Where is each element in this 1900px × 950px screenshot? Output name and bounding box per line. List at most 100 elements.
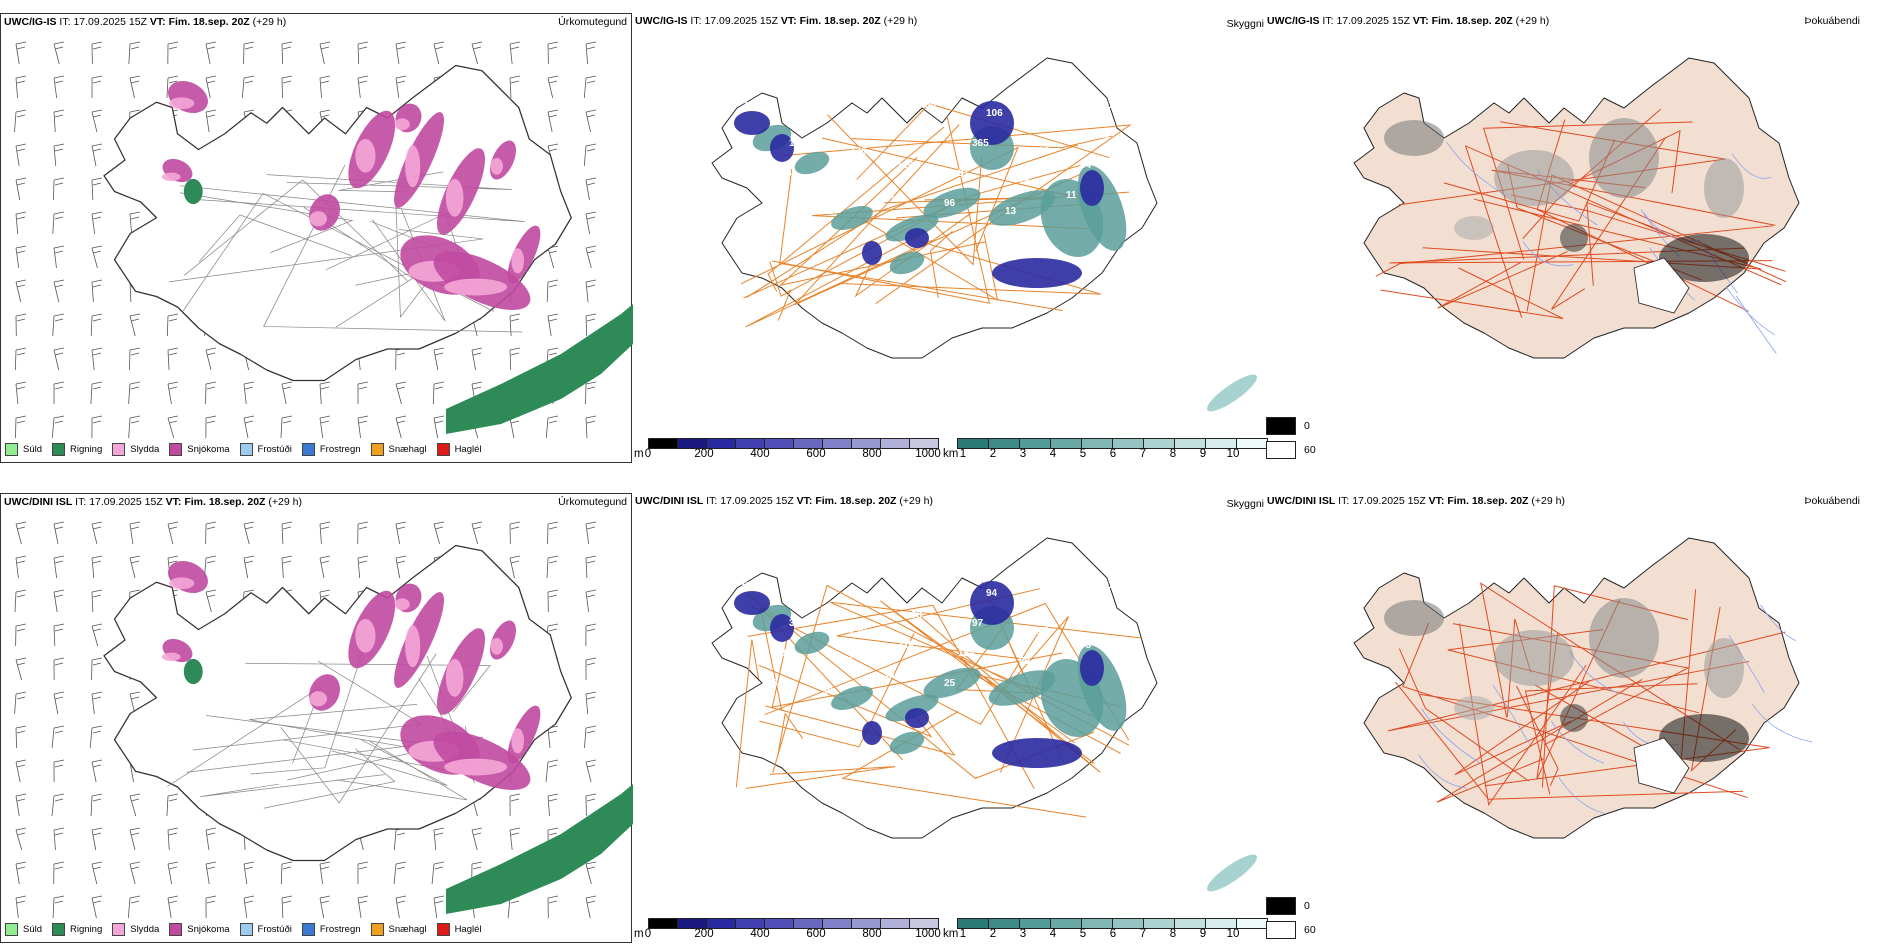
visibility-label: 110 [789, 138, 806, 149]
panel-title: Þokuábendi [1804, 495, 1860, 507]
visibility-label: 62 [822, 206, 834, 217]
color-bar [648, 438, 939, 449]
precip-map-top [14, 41, 633, 439]
panel-title: Úrkomutegund [558, 496, 627, 508]
panel-title: Skyggni [1226, 498, 1264, 510]
cloud-panel-top: UWC/IG-IS IT: 17.09.2025 15Z VT: Fim. 18… [632, 13, 1264, 463]
cloud-map-top: 76 253 12 80 106 94 118 110 136 158 365 210 132 148 12… [711, 57, 1257, 412]
scale-tick: 2 [989, 928, 997, 940]
color-bar-segment [1205, 918, 1236, 929]
legend-label: Frostregn [319, 924, 361, 935]
visibility-label: 90 [1047, 596, 1059, 607]
visibility-label: 11 [1066, 190, 1077, 201]
color-bar-segment [851, 438, 880, 449]
visibility-label: 118 [1108, 580, 1125, 591]
precip-panel-top: UWC/IG-IS IT: 17.09.2025 15Z VT: Fim. 18… [0, 13, 633, 463]
legend-swatch [5, 443, 18, 456]
ceiling-scale-top: m 0 200 400 600 800 1000 [634, 438, 941, 460]
legend-item: Súld [5, 923, 42, 936]
legend-swatch [370, 443, 384, 456]
color-bar-segment [764, 438, 793, 449]
color-bar-segment [735, 918, 764, 929]
fog-map-bottom [1353, 537, 1813, 839]
color-bar-segment [988, 438, 1019, 449]
visibility-label: 120 [864, 596, 881, 607]
visibility-label: 169 [1033, 626, 1050, 637]
visibility-label: 81 [958, 168, 970, 179]
scale-tick: 10 [1226, 928, 1240, 940]
legend-label: Snjókoma [187, 444, 230, 455]
visibility-label: 148 [775, 168, 792, 179]
color-bar-segment [648, 438, 677, 449]
legend-label: Haglél [454, 444, 482, 455]
visibility-label: 118 [1108, 100, 1125, 111]
color-bar-segment [1174, 918, 1205, 929]
visibility-label: 13 [747, 228, 759, 239]
color-bar-segment [909, 438, 939, 449]
cloud-map-bottom: 69 80 120 51 94 90 118 361 259 98 97 169 138 335 222 22… [711, 537, 1257, 892]
scale-unit: m [634, 928, 644, 940]
visibility-label: 136 [850, 146, 867, 157]
color-bar-segment [793, 438, 822, 449]
visibility-label: 94 [986, 588, 998, 599]
scale-tick: 0 [644, 448, 652, 460]
legend-item: Snæhagl [370, 443, 427, 456]
panel-header: UWC/IG-IS IT: 17.09.2025 15Z VT: Fim. 18… [635, 15, 918, 27]
legend-swatch [112, 923, 126, 936]
visibility-label: 17 [761, 198, 773, 209]
visibility-label: 76 [742, 100, 754, 111]
scale-tick: 400 [750, 928, 770, 940]
visibility-label: 154 [958, 648, 975, 659]
scale-tick: 0 [644, 928, 652, 940]
panel-header: UWC/IG-IS IT: 17.09.2025 15Z VT: Fim. 18… [1267, 15, 1550, 27]
color-bar-segment [909, 918, 939, 929]
color-bar-segment [822, 438, 851, 449]
scale-tick: 8 [1169, 928, 1177, 940]
scale-tick: 600 [806, 448, 826, 460]
scale-unit: km [943, 448, 959, 460]
precip-legend: Súld Rigning Slydda Snjókoma Frostúði Frostre… [5, 443, 482, 456]
legend-swatch [370, 923, 384, 936]
panel-title: Úrkomutegund [558, 16, 627, 28]
visibility-scale-bottom: km 1 2 3 4 5 6 7 8 9 10 [943, 918, 1268, 940]
color-bar-segment [1174, 438, 1205, 449]
fog-scale-top: 0 60 [1266, 414, 1316, 462]
panel-header: UWC/DINI ISL IT: 17.09.2025 15Z VT: Fim.… [1267, 495, 1565, 507]
scale-tick: 800 [862, 448, 882, 460]
visibility-label: 158 [911, 130, 928, 141]
legend-swatch [52, 443, 66, 456]
visibility-label: 96 [944, 198, 956, 209]
color-bar-segment [793, 918, 822, 929]
legend-swatch [239, 443, 253, 456]
legend-item: Frostregn [301, 443, 361, 456]
visibility-label: 210 [1033, 146, 1050, 157]
legend-item: Frostúði [239, 443, 292, 456]
color-bar-segment [648, 918, 677, 929]
legend-swatch [436, 443, 450, 456]
color-bar-segment [1112, 918, 1143, 929]
color-bar-segment [988, 918, 1019, 929]
scale-tick: 6 [1109, 448, 1117, 460]
visibility-label: 119 [897, 160, 914, 171]
color-bar-segment [677, 918, 706, 929]
color-bar-segment [1050, 918, 1081, 929]
visibility-label: 98 [911, 610, 923, 621]
visibility-label: 132 [1094, 130, 1111, 141]
fog-panel-bottom: UWC/DINI ISL IT: 17.09.2025 15Z VT: Fim.… [1264, 493, 1900, 943]
legend-swatch [301, 923, 315, 936]
color-bar [648, 918, 939, 929]
scale-tick: 2 [989, 448, 997, 460]
scale-tick: 200 [694, 928, 714, 940]
panel-header: UWC/IG-IS IT: 17.09.2025 15Z VT: Fim. 18… [4, 16, 287, 28]
color-bar-segment [822, 918, 851, 929]
scale-tick: 7 [1139, 928, 1147, 940]
visibility-label: 253 [803, 108, 820, 119]
cloud-panel-bottom: UWC/DINI ISL IT: 17.09.2025 15Z VT: Fim.… [632, 493, 1264, 943]
visibility-label: 78 [883, 190, 895, 201]
scale-tick: 800 [862, 928, 882, 940]
scale-tick: 7 [1139, 448, 1147, 460]
color-bar-segment [1081, 918, 1112, 929]
visibility-label: 51 [925, 580, 937, 591]
visibility-label: 222 [836, 656, 853, 667]
scale-unit: km [943, 928, 959, 940]
